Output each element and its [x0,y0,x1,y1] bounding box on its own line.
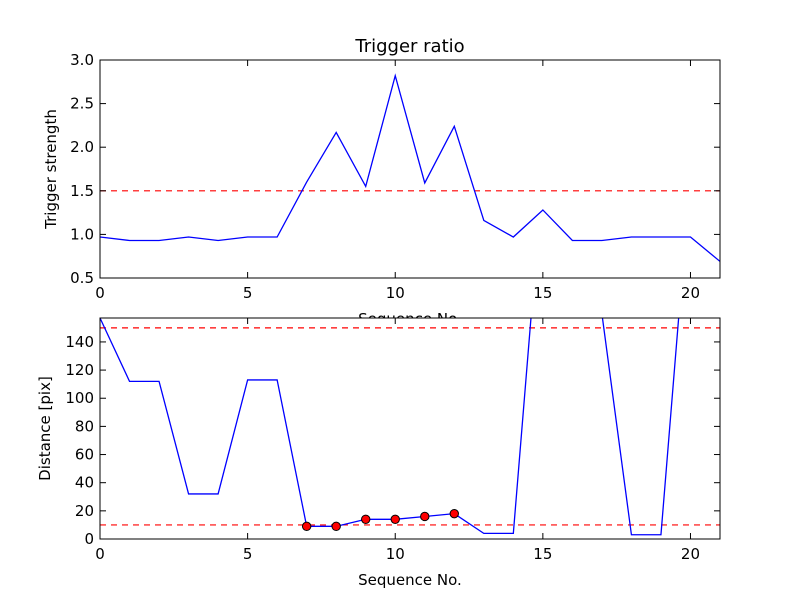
y-tick-label: 60 [75,446,94,464]
x-tick-label: 0 [95,284,105,302]
y-axis-label: Trigger strength [42,109,60,230]
y-tick-label: 2.5 [70,95,94,113]
x-tick-label: 15 [533,545,552,563]
y-tick-label: 0 [84,530,94,548]
data-point-marker [331,521,341,532]
plot-area [100,73,720,262]
data-point-marker [390,514,400,524]
plot-area [100,318,720,536]
y-tick-label: 1.0 [70,225,94,243]
data-point-marker [301,521,312,532]
axes-frame [99,59,721,279]
x-tick-label: 20 [681,545,700,563]
x-tick-label: 5 [243,284,253,302]
chart-title: Trigger ratio [354,36,464,57]
y-tick-label: 3.0 [70,51,94,69]
x-tick-label: 5 [243,545,253,563]
data-point-marker [449,508,459,519]
y-tick-label: 40 [75,474,94,492]
x-tick-label: 15 [533,284,552,302]
x-tick-label: 10 [386,545,405,563]
series-line [100,73,720,262]
x-tick-label: 0 [95,545,105,563]
y-tick-label: 140 [65,333,94,351]
y-tick-label: 80 [75,417,94,435]
y-tick-label: 120 [65,361,94,379]
data-point-marker [420,511,430,522]
bottom-chart-distance: 0 5 10 15 20 0 20 40 60 80 100 120 140 Sequence No. Di… [36,317,721,589]
x-tick-label: 10 [386,284,405,302]
y-axis-label: Distance [pix] [36,376,54,481]
y-tick-label: 100 [65,389,94,407]
x-axis-label: Sequence No. [358,571,462,589]
y-tick-label: 1.5 [70,182,94,200]
data-point-marker [361,514,371,524]
axes-frame [99,317,721,540]
x-tick-label: 20 [681,284,700,302]
y-tick-label: 0.5 [70,269,94,287]
y-tick-label: 20 [75,502,94,520]
y-tick-label: 2.0 [70,138,94,156]
